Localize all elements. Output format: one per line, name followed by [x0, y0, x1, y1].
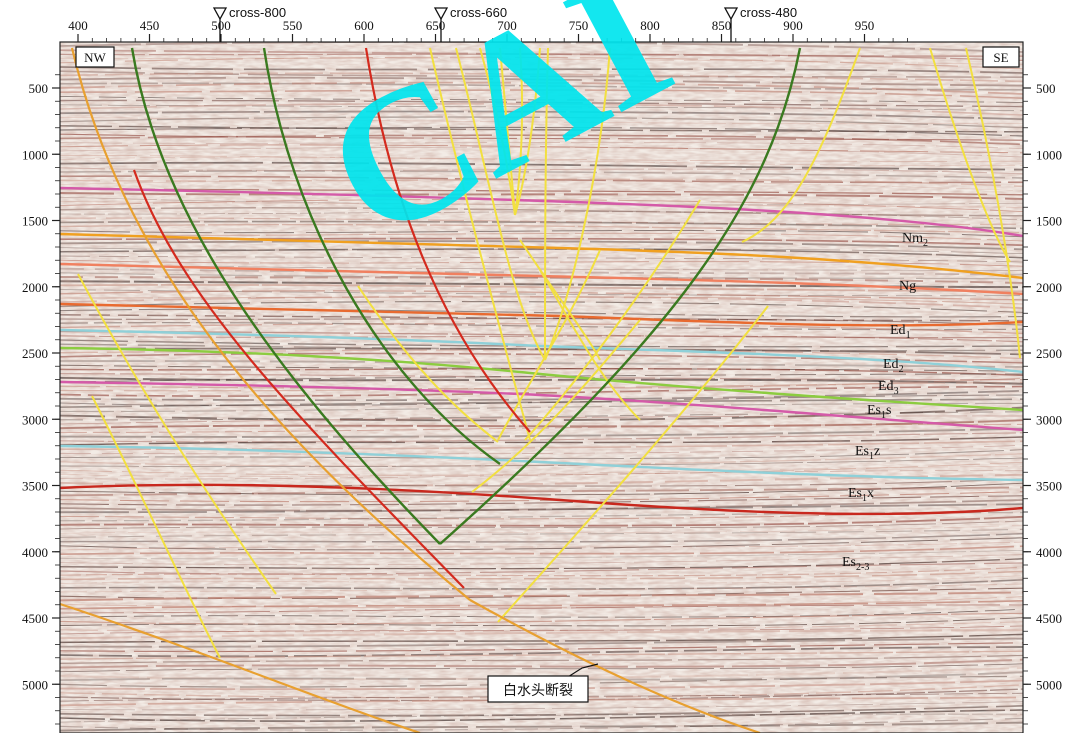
y-tick-label-right: 1500: [1036, 214, 1062, 229]
corner-label-right-text: SE: [993, 50, 1008, 65]
fault-yellow: [497, 305, 769, 623]
horizon-ed2: [60, 328, 1023, 374]
seismic-background: [60, 42, 1023, 733]
y-axis-right: 500 1000 1500 2000 2500 3000 3500 4000 4500 5000: [1023, 74, 1062, 725]
fault-yellow: [429, 47, 531, 441]
fault-yellow: [514, 47, 541, 216]
x-tick-label: 600: [354, 18, 374, 33]
y-tick-label-left: 2000: [22, 280, 48, 295]
horizon-lines: [60, 186, 1023, 516]
fault-green: [439, 47, 802, 545]
fault-green: [130, 47, 441, 545]
fault-orange: [70, 47, 471, 601]
y-tick-label-left: 1500: [22, 214, 48, 229]
layer-label: Ed1: [890, 323, 911, 341]
y-tick-label-right: 2500: [1036, 346, 1062, 361]
fault-orange: [60, 602, 421, 733]
y-tick-label-right: 3000: [1036, 412, 1062, 427]
horizon-nm2-top: [60, 186, 1023, 238]
fault-yellow: [524, 199, 701, 441]
y-tick-label-left: 3500: [22, 479, 48, 494]
x-tick-label: 950: [855, 18, 875, 33]
fault-yellow: [514, 47, 524, 216]
x-tick-label: 700: [497, 18, 517, 33]
y-tick-label-left: 3000: [22, 412, 48, 427]
horizon-ng-base: [60, 262, 1023, 296]
cross-marker-label: cross-660: [450, 5, 507, 20]
y-tick-label-left: 5000: [22, 677, 48, 692]
y-tick-label-right: 1000: [1036, 147, 1062, 162]
fault-name-callout: 白水头断裂: [487, 663, 599, 703]
fault-yellow: [77, 273, 277, 595]
cross-marker-triangle: [212, 7, 228, 21]
layer-labels: Nm2 Ng Ed1 Ed2 Ed3 Es1s Es1z Es1x Es2-3: [842, 231, 928, 573]
fault-yellow: [499, 47, 516, 216]
fault-yellow: [741, 47, 861, 243]
y-tick-label-left: 1000: [22, 147, 48, 162]
fault-yellow: [929, 47, 1011, 263]
x-tick-label: 850: [712, 18, 732, 33]
fault-yellow: [357, 285, 499, 443]
layer-label: Es1z: [855, 444, 880, 462]
y-tick-label-right: 2000: [1036, 280, 1062, 295]
cross-marker-triangle: [433, 7, 449, 21]
x-tick-label: 500: [211, 18, 231, 33]
y-tick-label-left: 2500: [22, 346, 48, 361]
x-tick-label: 900: [783, 18, 803, 33]
fault-red: [132, 169, 465, 589]
y-tick-label-left: 4000: [22, 545, 48, 560]
layer-label: Ed2: [883, 357, 904, 375]
y-tick-label-right: 500: [1036, 81, 1056, 96]
x-tick-label: 800: [640, 18, 660, 33]
fault-green: [262, 47, 501, 465]
horizon-es1x: [60, 483, 1023, 516]
x-tick-label: 750: [569, 18, 589, 33]
y-axis-left: 500 1000 1500 2000 2500 3000 3500 4000 4500 5000: [22, 74, 60, 725]
horizon-ed3: [60, 346, 1023, 412]
horizon-ed1: [60, 302, 1023, 327]
y-tick-label-right: 3500: [1036, 479, 1062, 494]
fault-lines: [60, 47, 1021, 733]
fault-red: [364, 47, 531, 433]
x-axis: 400 450 500 550 600 650 700 750 800 850 900 950: [68, 18, 908, 42]
fault-orange: [469, 599, 761, 733]
fault-yellow: [539, 269, 641, 421]
horizon-es1z: [60, 444, 1023, 482]
fault-yellow: [471, 319, 641, 493]
cross-marker-label: cross-800: [229, 5, 286, 20]
x-tick-label: 450: [140, 18, 160, 33]
layer-label: Es2-3: [842, 555, 869, 573]
layer-label: Nm2: [902, 231, 928, 249]
layer-label: Ng: [899, 279, 916, 294]
x-tick-label: 550: [283, 18, 303, 33]
fault-yellow: [544, 47, 549, 361]
y-tick-label-right: 5000: [1036, 677, 1062, 692]
y-tick-label-right: 4500: [1036, 611, 1062, 626]
horizon-es1s: [60, 380, 1023, 432]
fault-name-box: [487, 675, 589, 703]
fault-yellow: [497, 249, 601, 441]
fault-yellow: [544, 47, 611, 361]
corner-label-left: NW: [75, 46, 115, 68]
corner-label-left-text: NW: [84, 50, 106, 65]
layer-label: Ed3: [878, 379, 899, 397]
layer-label: Es1s: [867, 403, 891, 421]
corner-label-right: SE: [982, 46, 1020, 68]
y-tick-label-left: 500: [29, 81, 49, 96]
fault-yellow: [455, 47, 546, 361]
fault-yellow: [965, 47, 1021, 359]
layer-label: Es1x: [848, 486, 874, 504]
fault-yellow: [91, 395, 221, 659]
cross-marker-triangle: [723, 7, 739, 21]
cross-section-markers: cross-800 cross-660 cross-480: [212, 5, 797, 42]
cross-marker-label: cross-480: [740, 5, 797, 20]
fault-name-text: 白水头断裂: [503, 683, 573, 699]
y-tick-label-right: 4000: [1036, 545, 1062, 560]
x-tick-label: 400: [68, 18, 88, 33]
y-tick-label-left: 4500: [22, 611, 48, 626]
horizon-nm2-base: [60, 232, 1023, 280]
